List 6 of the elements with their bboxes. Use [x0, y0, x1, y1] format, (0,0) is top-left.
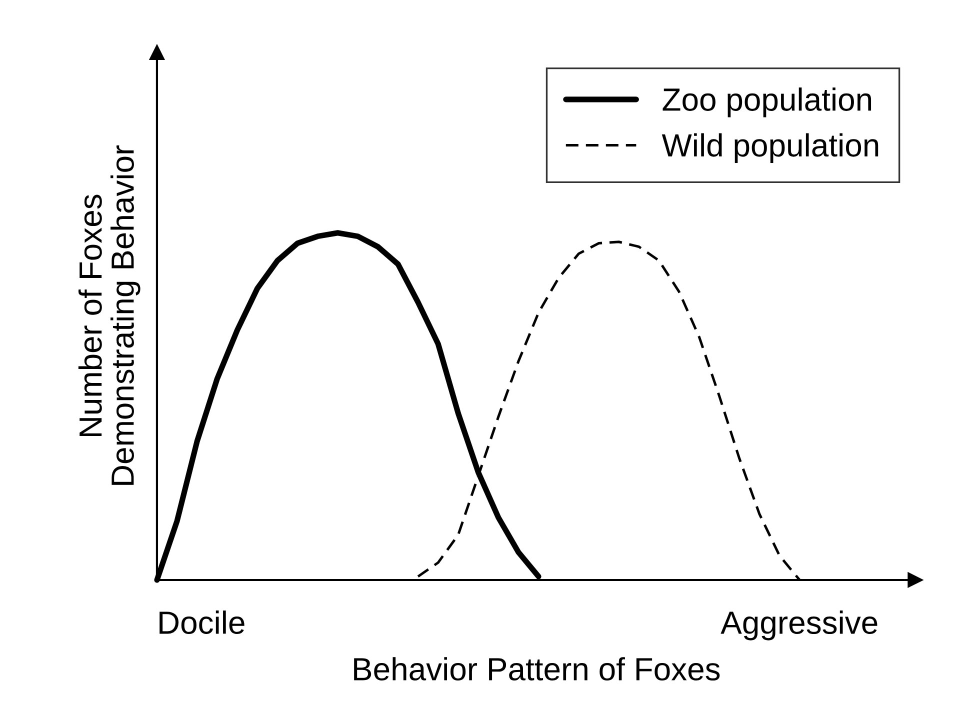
text: Docile	[160, 610, 244, 634]
y-axis-title: Number of Foxes Demonstrating Behavior	[78, 145, 140, 485]
legend-label: Zoo population	[662, 87, 872, 118]
text: Aggressive	[720, 610, 878, 640]
x-axis-title: Behavior Pattern of Foxes	[354, 657, 720, 681]
legend-label: Wild population	[662, 133, 878, 164]
